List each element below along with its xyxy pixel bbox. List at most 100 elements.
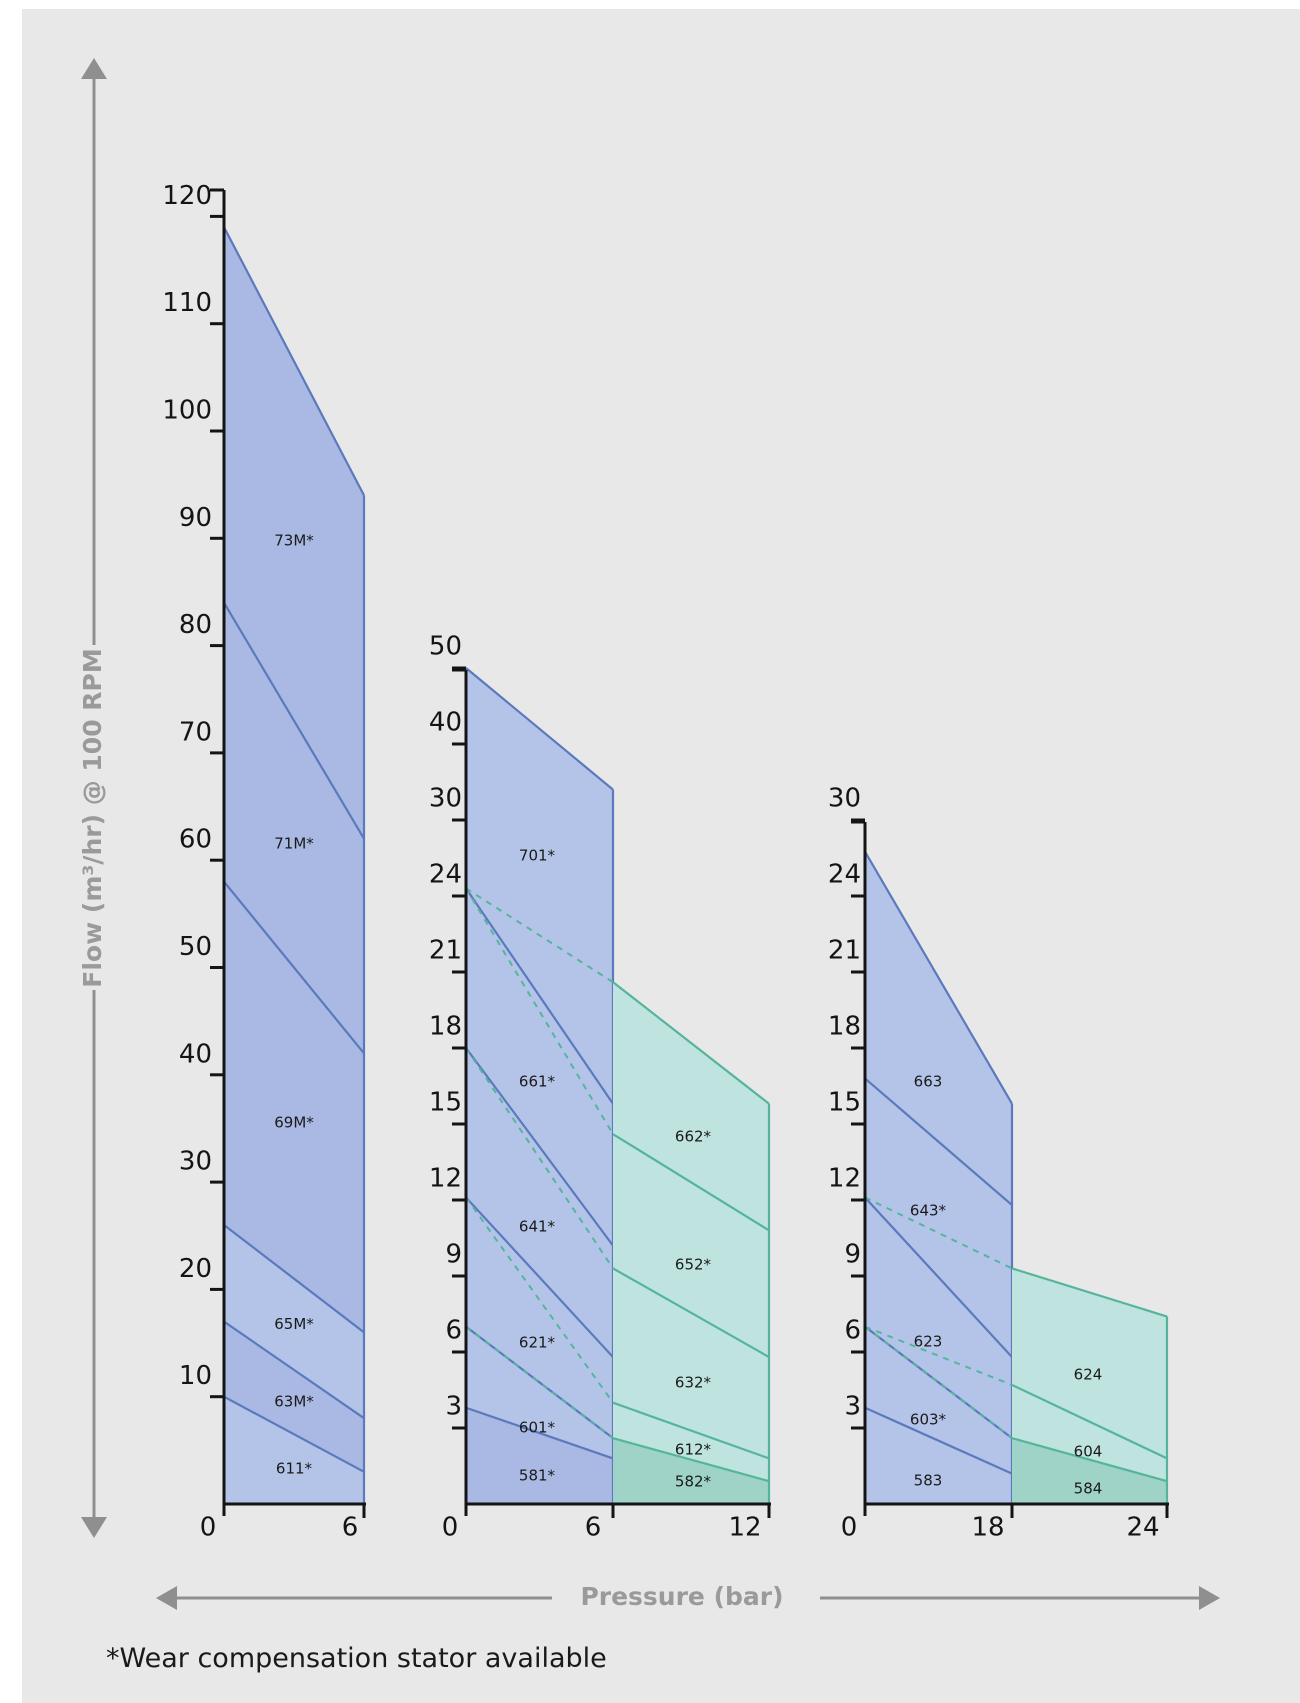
panel3-boundary-0 [864,1406,1013,1475]
panel3-ext-band-0 [1012,1438,1167,1504]
panel2-region-label-2: 621* [519,1334,556,1352]
y-axis-title: Flow (m³/hr) @ 100 RPM [78,648,107,987]
panel3-y-tick-label-3: 3 [844,1392,861,1422]
panel1-x-tick-label-6: 6 [342,1513,359,1543]
panel2-y-tick-label-12: 12 [429,1164,462,1194]
panel2-band-3 [466,1048,613,1358]
panel2-y-tick-label-40: 40 [429,708,462,738]
panel2-ext-band-3 [613,1134,769,1358]
footnote: *Wear compensation stator available [106,1643,607,1674]
panel2-y-tick-label-3: 3 [445,1392,462,1422]
panel1-y-tick-label-30: 30 [179,1147,212,1177]
panel3-y-tick-label-30: 30 [828,784,861,814]
panel2-band-5 [466,668,613,1104]
panel1-region-label-4: 71M* [274,835,314,853]
chart-panel: Flow (m³/hr) @ 100 RPM Pressure (bar) 611*… [22,9,1300,1703]
panel3-ext-label-0: 584 [1074,1480,1103,1498]
panel1-y-tick-label-90: 90 [179,503,212,533]
panel2-band-1 [466,1326,613,1459]
panel1-region-label-1: 63M* [274,1393,314,1411]
panel1-boundary-2 [223,1224,365,1334]
panel2-boundary-5 [465,667,614,791]
panel3-ext-band-1 [1012,1384,1167,1482]
panel3-region-label-1: 603* [910,1411,947,1429]
panel2-x-tick-label-6: 6 [585,1513,602,1543]
panel2-region-label-1: 601* [519,1419,556,1437]
panel1-band-3 [224,881,364,1333]
panel1-band-4 [224,602,364,1054]
y-axis-arrow-head-down [81,1517,107,1538]
panel1-region-label-0: 611* [276,1460,313,1478]
panel2-ext-band-4 [613,982,769,1231]
panel2-dashed-2 [465,1047,614,1269]
panel3-y-tick-label-24: 24 [828,860,861,890]
panel3-y-tick-label-6: 6 [844,1316,861,1346]
panel3-y-tick-label-12: 12 [828,1164,861,1194]
panel3-ext-band-2 [1012,1268,1167,1459]
panel2-band-2 [466,1197,613,1439]
panel1-y-tick-label-110: 110 [162,288,212,318]
panel3-y-tick-label-9: 9 [844,1240,861,1270]
panel2-band-0 [466,1407,613,1504]
x-axis-arrow-head-right [1199,1586,1220,1610]
panel1-boundary-1 [223,1320,365,1420]
panel3-ext-label-2: 624 [1074,1366,1103,1384]
panel1-region-label-5: 73M* [274,531,314,549]
panel3-ext-boundary-0 [1011,1437,1168,1483]
panel1-y-tick-label-40: 40 [179,1039,212,1069]
panel3-region-label-2: 623 [914,1333,943,1351]
panel2-ext-label-2: 632* [675,1374,712,1392]
x-axis-title: Pressure (bar) [580,1582,783,1611]
panel2-ext-band-2 [613,1268,769,1459]
panel3-region-label-3: 643* [910,1202,947,1220]
panel3-ext-boundary-1 [1011,1383,1168,1460]
panel2-ext-label-4: 662* [675,1128,712,1146]
panel1-band-1 [224,1321,364,1472]
panel1-band-2 [224,1225,364,1419]
panel3-y-tick-label-18: 18 [828,1012,861,1042]
panel1-y-tick-label-20: 20 [179,1254,212,1284]
panel1-y-tick-label-100: 100 [162,396,212,426]
y-axis-arrow-head-up [81,58,107,79]
panel1-boundary-3 [223,880,365,1055]
panel3-dashed-2 [864,1196,1013,1270]
panel2-ext-boundary-3 [612,1133,770,1232]
panel1-boundary-0 [223,1395,365,1473]
panel2-ext-band-0 [613,1438,769,1504]
panel3-boundary-1 [864,1325,1013,1440]
panel1-y-tick-label-80: 80 [179,610,212,640]
x-axis-arrow-head-left [156,1586,177,1610]
panel1-band-5 [224,227,364,839]
panel3-x-tick-label-24: 24 [1126,1513,1159,1543]
panel2-y-tick-label-6: 6 [445,1316,462,1346]
panel3-band-0 [865,1407,1012,1504]
panel2-ext-boundary-2 [612,1267,770,1359]
panel1-y-tick-label-50: 50 [179,932,212,962]
panel2-boundary-4 [465,887,614,1105]
panel3-ext-label-1: 604 [1074,1443,1103,1461]
panel1-y-tick-label-60: 60 [179,825,212,855]
panel3-x-tick-label-18: 18 [971,1513,1004,1543]
panel1-y-tick-label-70: 70 [179,717,212,747]
panel3-boundary-2 [864,1196,1013,1358]
panel2-y-tick-label-50: 50 [429,632,462,662]
panel2-ext-label-3: 652* [675,1256,712,1274]
panel1-boundary-5 [223,226,365,496]
panel2-y-tick-label-15: 15 [429,1088,462,1118]
flow-pressure-chart: Flow (m³/hr) @ 100 RPM Pressure (bar) 611*… [78,58,1220,1611]
panel2-ext-boundary-0 [612,1437,770,1483]
panel2-boundary-2 [465,1196,614,1358]
panel2-x-tick-label-0: 0 [442,1513,459,1543]
panel2-region-label-5: 701* [519,847,556,865]
panel2-y-tick-label-18: 18 [429,1012,462,1042]
panel3-region-label-0: 583 [914,1472,943,1490]
panel2-boundary-0 [465,1406,614,1460]
panel2-ext-boundary-1 [612,1401,770,1460]
panel2-boundary-1 [465,1325,614,1440]
panel2-region-label-3: 641* [519,1218,556,1236]
panel2-ext-boundary-4 [612,981,770,1105]
panel1-x-tick-label-0: 0 [200,1513,217,1543]
panel2-y-tick-label-9: 9 [445,1240,462,1270]
panel3-dashed-1 [864,1325,1013,1386]
panel3-boundary-3 [864,1077,1013,1206]
